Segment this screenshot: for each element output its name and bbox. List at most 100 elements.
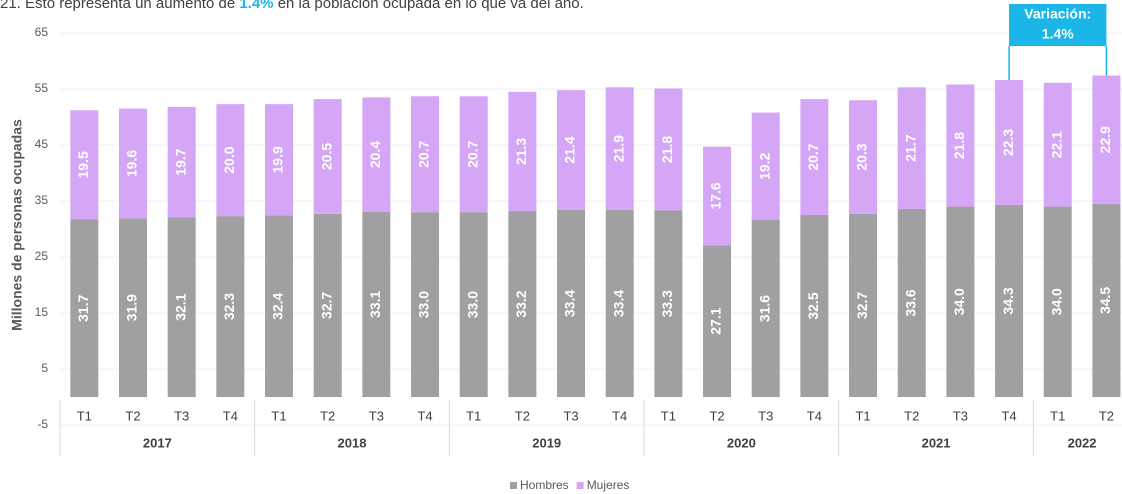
group-label: 2018 (338, 435, 367, 450)
y-axis-title: Millones de personas ocupadas (9, 119, 25, 331)
bar-segment (119, 218, 148, 397)
bar-segment (70, 219, 99, 397)
legend-label: Hombres (520, 478, 569, 492)
value-label: 27.1 (708, 307, 724, 334)
bar-segment (265, 215, 294, 397)
bar-segment (265, 104, 294, 216)
value-label: 33.1 (367, 290, 383, 317)
value-label: 21.7 (902, 134, 918, 161)
x-tick-label: T2 (125, 408, 140, 423)
bar-segment (216, 104, 245, 217)
bar-segment (362, 97, 391, 212)
x-tick-label: T2 (515, 408, 530, 423)
y-tick-label: 65 (35, 25, 49, 39)
intro-text: 21. Esto representa un aumento de 1.4% e… (0, 0, 584, 12)
value-label: 34.0 (951, 288, 967, 315)
value-label: 19.2 (756, 152, 772, 179)
value-label: 20.5 (318, 143, 334, 170)
value-label: 20.4 (367, 141, 383, 168)
group-label: 2019 (532, 435, 561, 450)
value-label: 34.0 (1048, 288, 1064, 315)
bar-segment (849, 213, 878, 397)
value-label: 33.6 (902, 289, 918, 316)
value-label: 31.6 (756, 295, 772, 322)
legend-label: Mujeres (587, 478, 630, 492)
bar-segment (557, 90, 586, 210)
group-label: 2020 (727, 435, 756, 450)
x-tick-label: T3 (953, 408, 968, 423)
y-tick-label: 55 (35, 81, 49, 95)
x-tick-label: T1 (77, 408, 92, 423)
y-tick-label: 35 (35, 193, 49, 207)
value-label: 19.5 (75, 151, 91, 178)
bar-segment (167, 217, 196, 397)
bar-segment (1092, 75, 1121, 204)
bar-segment (119, 108, 148, 219)
value-label: 32.7 (854, 292, 870, 319)
legend-swatch (510, 482, 517, 489)
bar-segment (995, 80, 1024, 205)
bar-segment (508, 211, 537, 397)
bar-segment (605, 209, 634, 397)
value-label: 20.0 (221, 146, 237, 173)
bar-segment (313, 99, 342, 214)
group-label: 2022 (1068, 435, 1097, 450)
value-label: 32.7 (318, 292, 334, 319)
group-label: 2017 (143, 435, 172, 450)
x-tick-label: T2 (320, 408, 335, 423)
annotation-text: 1.4% (1042, 26, 1074, 42)
value-label: 22.3 (1000, 129, 1016, 156)
value-label: 20.7 (805, 143, 821, 170)
x-tick-label: T3 (369, 408, 384, 423)
bar-segment (1043, 206, 1072, 397)
y-tick-label: -5 (37, 417, 48, 431)
value-label: 33.3 (659, 290, 675, 317)
x-tick-label: T1 (1050, 408, 1065, 423)
intro-highlight: 1.4% (239, 0, 273, 12)
value-label: 21.3 (513, 138, 529, 165)
value-label: 31.9 (124, 294, 140, 321)
bar-segment (1043, 82, 1072, 207)
bar-segment (1092, 203, 1121, 397)
bar-segment (703, 245, 732, 397)
value-label: 32.4 (270, 292, 286, 319)
bar-segment (605, 87, 634, 210)
x-tick-label: T2 (904, 408, 919, 423)
x-tick-label: T3 (758, 408, 773, 423)
bar-segment (313, 213, 342, 397)
x-tick-label: T4 (807, 408, 822, 423)
bar-segment (995, 204, 1024, 397)
value-label: 34.5 (1097, 287, 1113, 314)
bar-segment (800, 99, 829, 215)
bar-segment (946, 84, 975, 207)
value-label: 32.1 (172, 293, 188, 320)
bar-segment (411, 212, 440, 397)
value-label: 31.7 (75, 294, 91, 321)
value-label: 19.6 (124, 150, 140, 177)
x-tick-label: T4 (417, 408, 432, 423)
value-label: 34.3 (1000, 287, 1016, 314)
bar-segment (897, 87, 926, 209)
value-label: 33.4 (610, 290, 626, 317)
annotation-box (1009, 4, 1107, 46)
annotation-title: Variación: (1024, 6, 1091, 22)
value-label: 32.5 (805, 292, 821, 319)
value-label: 21.4 (562, 136, 578, 163)
bar-segment (411, 96, 440, 213)
x-tick-label: T1 (271, 408, 286, 423)
bar-segment (70, 110, 99, 220)
value-label: 20.7 (464, 140, 480, 167)
x-tick-label: T4 (1001, 408, 1016, 423)
value-label: 33.0 (416, 291, 432, 318)
value-label: 32.3 (221, 293, 237, 320)
y-tick-label: 5 (41, 361, 48, 375)
bar-segment (751, 112, 780, 221)
value-label: 21.8 (659, 136, 675, 163)
bar-segment (849, 100, 878, 214)
x-tick-label: T2 (709, 408, 724, 423)
bar-segment (703, 146, 732, 246)
value-label: 20.3 (854, 143, 870, 170)
bar-segment (362, 211, 391, 397)
value-label: 33.4 (562, 290, 578, 317)
bar-segment (459, 96, 488, 213)
